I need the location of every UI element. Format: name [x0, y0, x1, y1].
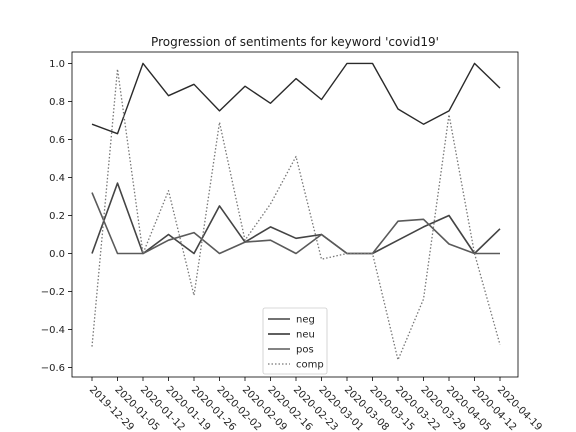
legend-label-neg: neg: [296, 315, 315, 326]
legend-box: [262, 307, 328, 375]
y-tick-label: 0.8: [49, 97, 65, 108]
series-line-neu: [91, 62, 501, 135]
series-line-neg: [91, 182, 501, 255]
y-tick-label: 0.6: [49, 135, 65, 146]
legend-label-comp: comp: [296, 360, 324, 371]
series-line-pos: [91, 192, 500, 255]
y-tick-label: −0.6: [41, 363, 65, 374]
plot-area-frame: [71, 51, 519, 378]
y-tick-label: −0.2: [41, 287, 65, 298]
y-tick-label: 0.0: [49, 249, 65, 260]
y-axis: −0.6 −0.4 −0.2 0.0 0.2 0.4 0.6 0.8 1.0: [41, 59, 72, 374]
y-tick-label: 0.2: [49, 211, 65, 222]
x-axis: 2019-12-292020-01-052020-01-122020-01-19…: [87, 377, 544, 432]
y-tick-label: −0.4: [41, 325, 65, 336]
chart-title: Progression of sentiments for keyword 'c…: [151, 35, 439, 49]
legend-label-neu: neu: [296, 330, 315, 341]
legend-label-pos: pos: [296, 345, 314, 356]
legend: neg neu pos comp: [262, 307, 328, 375]
y-tick-label: 0.4: [49, 173, 65, 184]
y-tick-label: 1.0: [49, 59, 65, 70]
series-line-comp: [91, 68, 501, 361]
series-layer: [91, 62, 501, 361]
